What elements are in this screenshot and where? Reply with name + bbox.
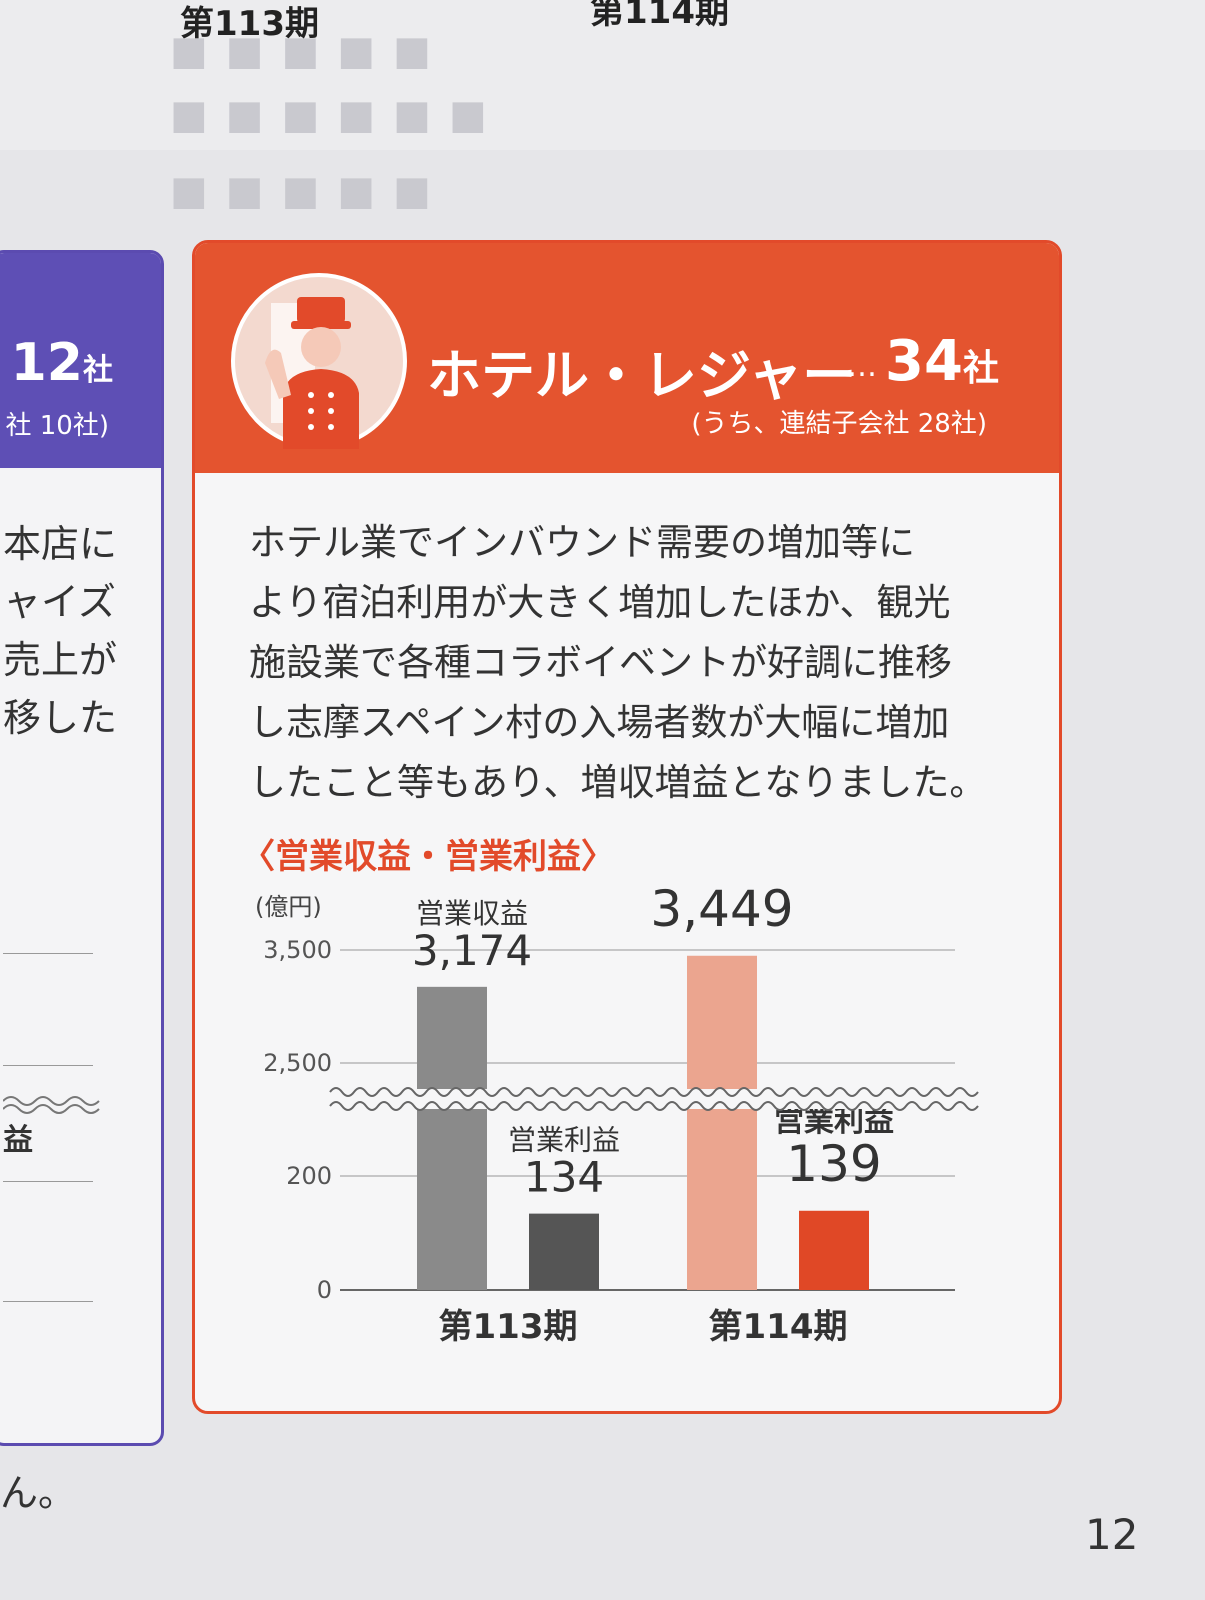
segment-description: ホテル業でインバウンド需要の増加等に より宿泊利用が大きく増加したほか、観光 施… <box>249 513 986 813</box>
left-card-line: 本店に <box>3 522 118 566</box>
left-segment-card: 12社 社 10社) 本店に ャイズ 売上が 移した 益 <box>0 250 164 1446</box>
left-card-body: 本店に ャイズ 売上が 移した <box>3 515 117 747</box>
y-tick-label: 2,500 <box>263 1049 332 1077</box>
description-line: したこと等もあり、増収増益となりました。 <box>249 761 987 804</box>
bar-revenue <box>687 955 757 1290</box>
bar-revenue <box>417 986 487 1290</box>
description-line: し志摩スペイン村の入場者数が大幅に増加 <box>249 701 950 744</box>
y-tick-label: 0 <box>317 1276 332 1304</box>
background-period-113: 第113期 <box>180 4 319 44</box>
bar-value-label: 139 <box>786 1135 881 1193</box>
left-card-header: 12社 社 10社) <box>0 253 161 468</box>
background-text-fragment: ん。 <box>0 1471 77 1515</box>
y-tick-label: 3,500 <box>263 936 332 964</box>
page-number: 12 <box>1085 1510 1139 1559</box>
chart-unit-label: (億円) <box>255 893 322 921</box>
background-faint-row: ■■■■■ <box>170 168 449 214</box>
axis-break-line <box>329 1087 979 1097</box>
left-card-count: 12社 <box>10 333 113 393</box>
x-category-label: 第114期 <box>709 1307 848 1347</box>
description-line: 施設業で各種コラボイベントが好調に推移 <box>249 641 952 684</box>
background-faint-row: ■■■■■ <box>170 28 449 74</box>
segment-subsidiaries: (うち、連結子会社 28社) <box>691 409 987 439</box>
background-period-114: 第114期 <box>590 0 729 32</box>
left-axis-break <box>3 1096 100 1114</box>
chart-heading: 〈営業収益・営業利益〉 <box>241 837 615 877</box>
description-line: ホテル業でインバウンド需要の増加等に <box>249 521 915 564</box>
left-card-line: 移した <box>3 696 118 740</box>
bar-series-label: 営業収益 <box>416 897 528 930</box>
bellhop-icon <box>231 273 407 449</box>
left-card-line: ャイズ <box>3 580 116 624</box>
segment-title: ホテル・レジャー <box>427 344 857 407</box>
bar-profit <box>799 1210 869 1290</box>
left-chart-gridline <box>3 953 93 954</box>
axis-break-line <box>329 1101 979 1111</box>
hotel-leisure-card: ホテル・レジャー …… 34社 (うち、連結子会社 28社) ホテル業でインバウ… <box>192 240 1062 1414</box>
card-header: ホテル・レジャー …… 34社 (うち、連結子会社 28社) <box>195 243 1059 473</box>
bar-value-label: 3,449 <box>650 883 793 938</box>
left-card-subsidiaries: 社 10社) <box>5 411 110 441</box>
background-page-top <box>0 0 1205 150</box>
left-chart-gridline <box>3 1065 93 1066</box>
bar-series-label: 営業収益 <box>662 883 782 884</box>
left-chart-baseline <box>3 1301 93 1302</box>
bar-value-label: 3,174 <box>412 926 532 975</box>
bar-value-label: 134 <box>524 1153 604 1202</box>
y-tick-label: 200 <box>286 1162 332 1190</box>
bar-profit <box>529 1213 599 1290</box>
left-card-line: 売上が <box>3 638 118 682</box>
left-chart-gridline <box>3 1181 93 1182</box>
left-chart-label: 益 <box>3 1123 33 1158</box>
bar-series-label: 営業利益 <box>508 1124 620 1157</box>
segment-company-count: 34社 <box>885 329 999 394</box>
title-leader-dots: …… <box>815 349 879 384</box>
background-faint-row: ■■■■■■ <box>170 92 505 138</box>
x-category-label: 第113期 <box>439 1307 578 1347</box>
description-line: より宿泊利用が大きく増加したほか、観光 <box>249 581 951 624</box>
